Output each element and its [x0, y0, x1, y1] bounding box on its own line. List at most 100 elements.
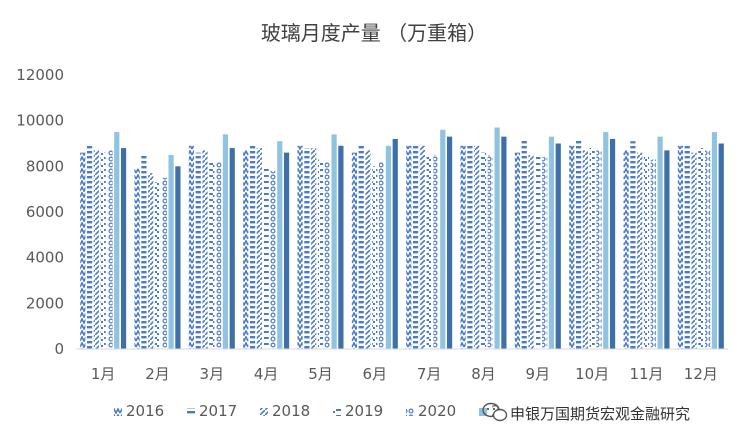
bar-2020-1 — [107, 150, 113, 349]
watermark-text: 申银万国期货宏观金融研究 — [510, 405, 690, 423]
legend-swatch-2016 — [114, 408, 122, 416]
y-tick-label: 8000 — [26, 157, 64, 175]
legend: 201620172018201920202 — [114, 402, 501, 420]
bar-2019-4 — [263, 168, 269, 349]
bar-2021-2 — [168, 154, 174, 349]
x-tick-label: 10月 — [575, 365, 609, 383]
x-tick-label: 8月 — [471, 365, 496, 383]
bar-2021-1 — [114, 132, 120, 349]
bar-2022-2 — [175, 166, 181, 349]
bar-2017-10 — [575, 138, 582, 349]
legend-swatch-2018 — [260, 408, 268, 416]
bar-2022-3 — [229, 148, 235, 349]
x-tick-label: 1月 — [91, 365, 116, 383]
x-tick-label: 6月 — [363, 365, 388, 383]
bar-2018-5 — [311, 148, 317, 349]
x-tick-label: 7月 — [417, 365, 442, 383]
legend-label: 2020 — [418, 402, 456, 420]
legend-swatch-2020 — [406, 408, 414, 416]
bar-2016-7 — [406, 145, 412, 349]
wechat-icon — [482, 402, 508, 422]
bar-2016-3 — [188, 145, 195, 349]
bar-2018-1 — [93, 150, 99, 349]
bar-2018-10 — [582, 150, 588, 349]
bar-2016-12 — [677, 145, 684, 349]
chart-title: 玻璃月度产量 （万重箱） — [261, 21, 487, 45]
bar-2019-3 — [209, 161, 215, 349]
bar-2021-3 — [222, 134, 229, 349]
bar-group — [80, 127, 724, 350]
bar-2017-12 — [684, 143, 690, 349]
bar-2017-7 — [412, 143, 419, 349]
bar-2017-4 — [249, 145, 256, 349]
bar-2018-11 — [637, 152, 643, 349]
x-tick-label: 12月 — [684, 365, 718, 383]
bar-2021-6 — [385, 145, 392, 349]
bar-2017-9 — [521, 138, 527, 349]
bar-2020-11 — [650, 159, 656, 349]
legend-label: 2017 — [199, 402, 237, 420]
bar-2019-8 — [480, 152, 487, 349]
bar-2017-2 — [141, 154, 147, 349]
bar-2020-8 — [487, 154, 493, 349]
bar-2016-5 — [297, 145, 303, 349]
bar-2019-9 — [535, 154, 541, 349]
bar-2019-1 — [100, 152, 106, 349]
legend-swatch-2019 — [333, 408, 341, 416]
y-tick-label: 6000 — [26, 203, 64, 221]
bar-2020-5 — [324, 161, 330, 349]
bar-2021-11 — [657, 136, 663, 349]
bar-2020-3 — [216, 161, 222, 349]
bar-2017-8 — [467, 143, 473, 349]
x-tick-label: 11月 — [629, 365, 663, 383]
bar-2018-2 — [148, 173, 154, 349]
watermark: 申银万国期货宏观金融研究 — [482, 402, 690, 423]
bar-2016-9 — [514, 152, 521, 349]
bar-2019-6 — [372, 166, 378, 349]
bar-2018-7 — [419, 145, 425, 349]
bar-2016-1 — [80, 152, 86, 349]
bar-2022-11 — [664, 150, 670, 349]
bar-2021-9 — [548, 136, 555, 349]
legend-label: 2016 — [126, 402, 164, 420]
bar-2019-5 — [317, 159, 324, 349]
bar-2019-10 — [589, 148, 595, 349]
bar-2017-6 — [358, 145, 364, 349]
x-tick-label: 4月 — [254, 365, 279, 383]
bar-2022-4 — [283, 152, 290, 349]
bar-2021-8 — [494, 127, 500, 350]
y-axis: 0 2000 4000 6000 8000 10000 12000 — [16, 66, 64, 358]
bar-2016-4 — [243, 150, 249, 349]
bar-2020-4 — [270, 170, 276, 349]
bar-2016-6 — [351, 152, 358, 349]
bar-2017-5 — [304, 148, 310, 349]
bar-2022-5 — [338, 145, 344, 349]
bar-2021-7 — [440, 129, 446, 349]
y-tick-label: 0 — [54, 340, 64, 358]
bar-2016-10 — [569, 145, 575, 349]
bar-2018-9 — [528, 154, 534, 349]
bar-2022-6 — [392, 138, 398, 349]
bar-2020-12 — [705, 150, 711, 349]
bar-2017-11 — [630, 141, 636, 349]
legend-label: 2018 — [272, 402, 310, 420]
bar-2018-8 — [474, 145, 480, 349]
x-axis: 1月 2月 3月 4月 5月 6月 7月 8月 9月 10月 11月 12月 — [91, 365, 718, 383]
x-tick-label: 9月 — [526, 365, 551, 383]
x-tick-label: 2月 — [145, 365, 170, 383]
bar-2020-7 — [433, 154, 439, 349]
bar-2021-12 — [711, 132, 718, 349]
x-tick-label: 3月 — [200, 365, 225, 383]
bar-2021-5 — [331, 134, 337, 349]
bar-2022-8 — [501, 136, 507, 349]
bar-2018-12 — [691, 152, 697, 349]
y-tick-label: 2000 — [26, 294, 64, 312]
bar-2021-4 — [277, 141, 283, 349]
bar-2022-12 — [718, 143, 724, 349]
bar-2016-11 — [623, 150, 629, 349]
bar-2018-3 — [202, 150, 208, 349]
legend-label: 2019 — [345, 402, 383, 420]
bar-2018-6 — [365, 150, 371, 349]
bar-2020-10 — [596, 150, 602, 349]
